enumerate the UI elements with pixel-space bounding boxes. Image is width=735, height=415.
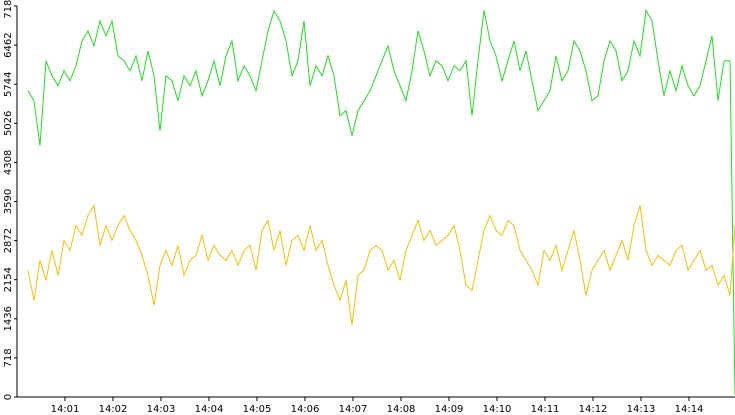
x-tick-label: 14:01 xyxy=(51,404,80,415)
y-tick-label: 2154 xyxy=(3,267,14,292)
series-line xyxy=(27,204,735,326)
x-tick-label: 14:14 xyxy=(675,404,704,415)
x-tick-label: 14:05 xyxy=(243,404,272,415)
y-tick-label: 5026 xyxy=(3,111,14,136)
x-tick-label: 14:10 xyxy=(483,404,512,415)
y-tick-label: 2872 xyxy=(3,228,14,253)
series-line xyxy=(27,8,735,395)
y-tick-label: 0 xyxy=(3,394,14,400)
y-tick-label: 5744 xyxy=(3,72,14,97)
y-tick-label: 4308 xyxy=(3,150,14,175)
x-tick-label: 14:06 xyxy=(291,404,320,415)
x-tick-label: 14:04 xyxy=(195,404,224,415)
y-tick-label: 718 xyxy=(3,348,14,367)
y-tick-label: 1436 xyxy=(3,306,14,331)
y-tick-label: 6462 xyxy=(3,32,14,57)
x-tick-label: 14:11 xyxy=(531,404,560,415)
x-tick-label: 14:08 xyxy=(387,404,416,415)
x-tick-label: 14:07 xyxy=(339,404,368,415)
x-tick-label: 14:09 xyxy=(435,404,464,415)
x-tick-label: 14:02 xyxy=(99,404,128,415)
y-tick-label: 7181 xyxy=(3,0,14,19)
x-tick-label: 14:12 xyxy=(579,404,608,415)
x-tick-label: 14:03 xyxy=(147,404,176,415)
x-tick-label: 14:13 xyxy=(627,404,656,415)
y-tick-label: 3590 xyxy=(3,189,14,214)
